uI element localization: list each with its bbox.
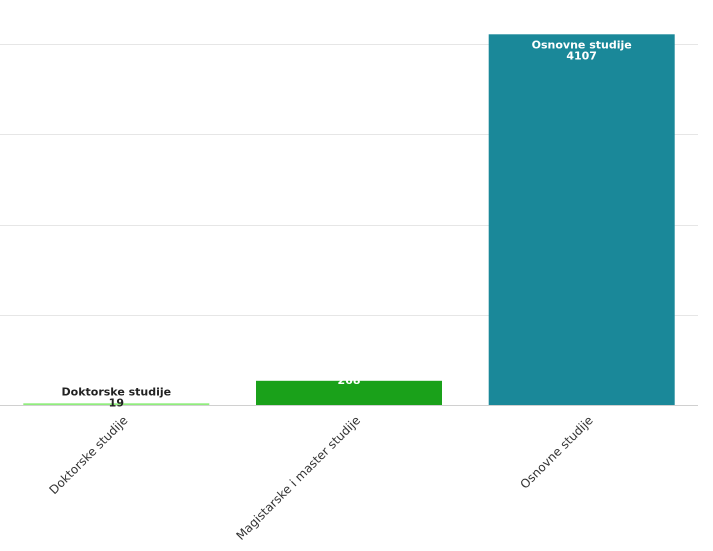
bar-label-value-0: 19 bbox=[109, 396, 124, 409]
x-tick-label-0: Doktorske studije bbox=[47, 413, 131, 497]
bar-label-name-2: Osnovne studije bbox=[532, 38, 632, 51]
bar-label-name-0: Doktorske studije bbox=[62, 385, 172, 398]
bars-group bbox=[23, 34, 675, 406]
x-tick-label-1: Magistarske i master studije bbox=[233, 413, 363, 543]
bar-2[interactable] bbox=[488, 34, 675, 406]
x-axis-tick-labels: Doktorske studije Magistarske i master st… bbox=[47, 413, 596, 543]
bar-label-value-1: 268 bbox=[338, 374, 361, 387]
bar-1[interactable] bbox=[256, 380, 442, 405]
bar-0[interactable] bbox=[23, 403, 210, 405]
x-tick-label-2: Osnovne studije bbox=[517, 413, 595, 491]
bar-label-value-2: 4107 bbox=[566, 49, 597, 62]
bar-label-name-1: Magistarske i master studije bbox=[260, 363, 437, 376]
